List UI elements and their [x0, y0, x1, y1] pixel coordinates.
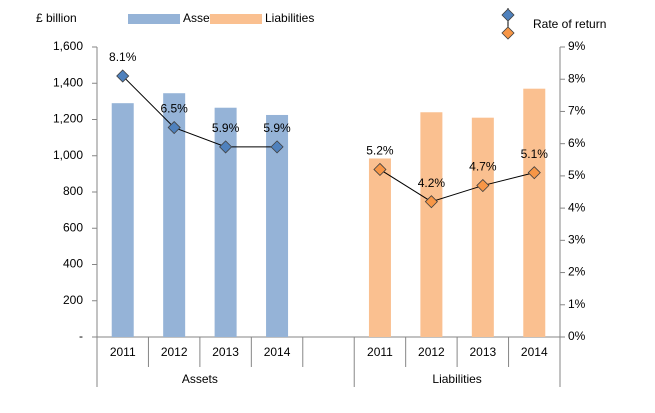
y-tick-label: 1,600 [53, 39, 83, 53]
y2-tick-label: 3% [568, 233, 586, 247]
group-label: Liabilities [432, 372, 481, 386]
y2-tick-label: 9% [568, 39, 586, 53]
bar [420, 112, 443, 337]
x-tick-label: 2012 [161, 345, 188, 359]
legend-swatch [210, 14, 262, 24]
x-tick-label: 2014 [521, 345, 548, 359]
data-label: 4.2% [418, 176, 446, 190]
bar [214, 107, 237, 337]
data-label: 5.9% [212, 121, 240, 135]
line-marker [116, 69, 130, 83]
data-label: 4.7% [469, 160, 497, 174]
y2-tick-label: 0% [568, 329, 586, 343]
x-tick-label: 2014 [264, 345, 291, 359]
y-tick-label: 1,400 [53, 75, 83, 89]
line-marker [373, 162, 387, 177]
data-label: 5.9% [263, 121, 291, 135]
x-tick-label: 2013 [212, 345, 239, 359]
bar [111, 103, 134, 337]
data-label: 5.2% [366, 144, 394, 158]
y2-tick-label: 6% [568, 136, 586, 150]
y2-tick-label: 5% [568, 168, 586, 182]
y-tick-label: 200 [63, 293, 83, 307]
line [379, 169, 535, 203]
legend-swatch [128, 14, 180, 24]
y-tick-label: - [79, 329, 83, 343]
legend-marker [501, 26, 515, 40]
x-tick-label: 2012 [418, 345, 445, 359]
data-label: 5.1% [521, 147, 549, 161]
line [122, 75, 278, 148]
y-tick-label: 600 [63, 220, 83, 234]
y-tick-label: 1,200 [53, 112, 83, 126]
x-tick-label: 2011 [367, 345, 393, 359]
line-marker [527, 166, 541, 180]
bar [163, 93, 186, 337]
legend-label: Liabilities [265, 11, 314, 25]
legend-label: Rate of return [533, 17, 606, 31]
group-label: Assets [182, 372, 218, 386]
y2-tick-label: 8% [568, 71, 586, 85]
data-label: 6.5% [160, 102, 188, 116]
line-marker [270, 140, 284, 154]
y-tick-label: 800 [63, 184, 83, 198]
x-tick-label: 2013 [469, 345, 496, 359]
y-axis-label: £ billion [36, 11, 77, 25]
line-marker [167, 120, 181, 135]
bar [368, 158, 391, 337]
data-label: 8.1% [109, 50, 137, 64]
bar [266, 114, 289, 337]
y2-tick-label: 4% [568, 200, 586, 214]
line-marker [476, 178, 490, 193]
y2-tick-label: 7% [568, 104, 586, 118]
bar [471, 117, 494, 337]
line-marker [424, 195, 438, 209]
y-tick-label: 400 [63, 257, 83, 271]
y-tick-label: 1,000 [53, 148, 83, 162]
bar [523, 88, 546, 337]
x-tick-label: 2011 [110, 345, 136, 359]
line-marker [219, 140, 233, 154]
y2-tick-label: 1% [568, 297, 586, 311]
legend-marker [501, 8, 515, 22]
y2-tick-label: 2% [568, 265, 586, 279]
